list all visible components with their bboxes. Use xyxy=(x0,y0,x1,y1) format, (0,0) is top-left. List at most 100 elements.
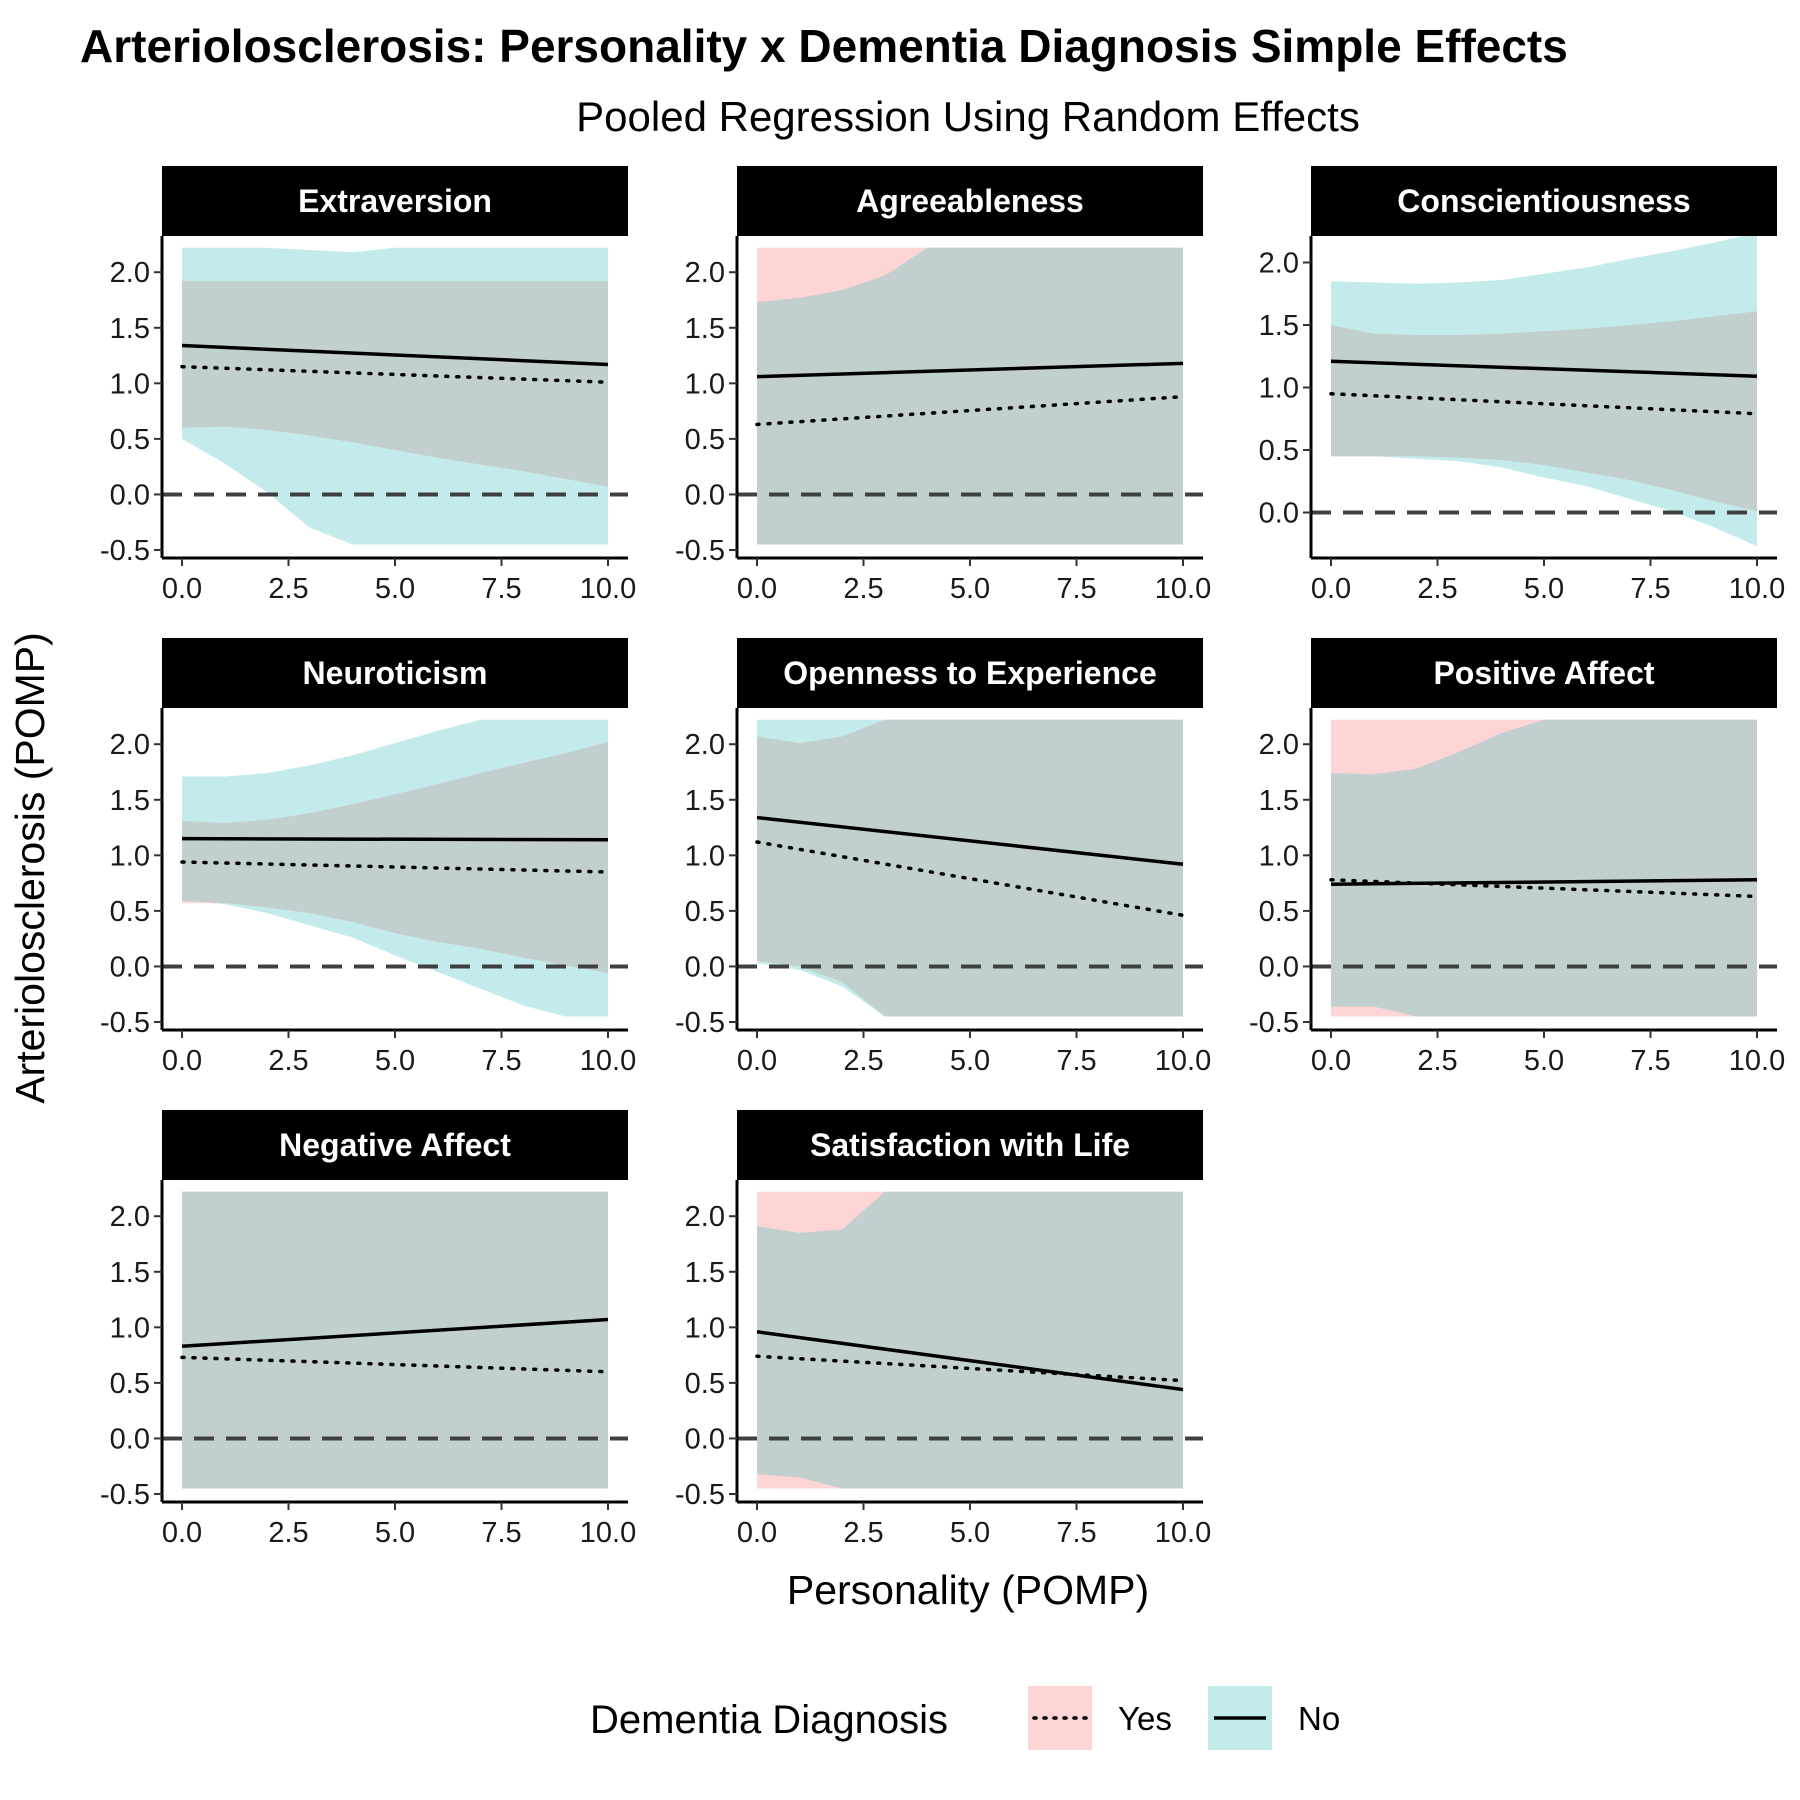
panel-strip-label: Positive Affect xyxy=(1433,655,1654,691)
y-tick-label: 2.0 xyxy=(1259,729,1299,761)
y-tick-label: 0.0 xyxy=(1259,498,1299,530)
x-tick-label: 7.5 xyxy=(481,1517,521,1549)
y-tick-label: 1.5 xyxy=(685,1257,725,1289)
line-yes xyxy=(180,860,610,874)
line-no xyxy=(1330,878,1758,886)
x-tick-label: 5.0 xyxy=(1524,573,1564,605)
y-tick-label: 1.0 xyxy=(110,840,150,872)
panel-strip-label: Openness to Experience xyxy=(783,655,1156,691)
x-tick-label: 0.0 xyxy=(737,573,777,605)
x-tick-label: 7.5 xyxy=(1630,1045,1670,1077)
x-tick-label: 7.5 xyxy=(481,573,521,605)
x-tick-label: 10.0 xyxy=(1155,1045,1211,1077)
y-tick-label: 1.5 xyxy=(685,785,725,817)
x-tick-label: 0.0 xyxy=(1311,573,1351,605)
y-tick-label: 1.5 xyxy=(110,1257,150,1289)
x-tick-label: 5.0 xyxy=(950,573,990,605)
panel-extraversion: Extraversion -0.5 0.0 0.5 1.0 1.5 2.0 0.0 2.5 5.0… xyxy=(100,166,636,605)
x-tick-label: 7.5 xyxy=(481,1045,521,1077)
panel-strip-label: Negative Affect xyxy=(279,1127,511,1163)
plot-area xyxy=(1331,236,1757,547)
ribbon-overlap xyxy=(757,719,1183,1017)
panel-negative-affect: Negative Affect -0.5 0.0 0.5 1.0 1.5 2.0 0.0 2.5… xyxy=(100,1110,636,1549)
ribbon-overlap xyxy=(757,1191,1183,1489)
y-tick-label: 2.0 xyxy=(685,257,725,289)
line-yes xyxy=(180,364,610,384)
x-tick-label: 5.0 xyxy=(950,1045,990,1077)
x-tick-label: 2.5 xyxy=(268,573,308,605)
panel-strip xyxy=(737,166,1203,236)
panel-agreeableness: Agreeableness -0.5 0.0 0.5 1.0 1.5 2.0 0.0 2.5 5.… xyxy=(675,166,1211,605)
y-tick-label: 0.5 xyxy=(110,1368,150,1400)
y-tick-label: 0.5 xyxy=(1259,435,1299,467)
x-tick-label: 7.5 xyxy=(1056,1045,1096,1077)
panel-openness-to-experience: Openness to Experience -0.5 0.0 0.5 1.0 1.5 2.… xyxy=(675,638,1211,1077)
panel-strip-label: Satisfaction with Life xyxy=(810,1127,1130,1163)
panel-grid: Extraversion -0.5 0.0 0.5 1.0 1.5 2.0 0.0 2.5 5.0… xyxy=(100,166,1785,1549)
line-no xyxy=(181,343,609,367)
panel-strip xyxy=(1311,166,1777,236)
y-tick-label: 2.0 xyxy=(685,729,725,761)
legend: Dementia Diagnosis Yes No xyxy=(590,1686,1340,1750)
panel-conscientiousness: Conscientiousness 0.0 0.5 1.0 1.5 2.0 0.0 2.5 5.… xyxy=(1259,166,1785,605)
y-tick-label: -0.5 xyxy=(100,535,150,567)
line-no xyxy=(181,1317,609,1348)
y-tick-label: -0.5 xyxy=(675,1479,725,1511)
y-tick-label: -0.5 xyxy=(1249,1007,1299,1039)
y-tick-label: 1.0 xyxy=(1259,373,1299,405)
plot-area xyxy=(757,719,1183,1017)
x-tick-label: 0.0 xyxy=(162,1045,202,1077)
y-tick-label: 0.0 xyxy=(1259,951,1299,983)
x-tick-label: 10.0 xyxy=(580,1045,636,1077)
line-no xyxy=(756,1330,1184,1392)
y-tick-label: 1.0 xyxy=(685,1312,725,1344)
panel-strip-label: Neuroticism xyxy=(303,655,488,691)
panel-strip-label: Conscientiousness xyxy=(1397,183,1690,219)
y-tick-label: 0.5 xyxy=(110,896,150,928)
legend-label-no: No xyxy=(1298,1700,1340,1737)
x-tick-label: 5.0 xyxy=(375,573,415,605)
x-tick-label: 5.0 xyxy=(950,1517,990,1549)
y-tick-label: 1.5 xyxy=(110,313,150,345)
x-tick-label: 10.0 xyxy=(580,1517,636,1549)
y-tick-label: 2.0 xyxy=(1259,248,1299,280)
y-tick-label: 1.5 xyxy=(1259,310,1299,342)
y-tick-label: -0.5 xyxy=(675,1007,725,1039)
ribbon-overlap xyxy=(182,281,608,487)
x-tick-label: 5.0 xyxy=(375,1517,415,1549)
y-tick-label: 0.0 xyxy=(685,951,725,983)
y-tick-label: 1.5 xyxy=(1259,785,1299,817)
x-tick-label: 5.0 xyxy=(375,1045,415,1077)
panel-strip xyxy=(162,1110,628,1180)
panel-neuroticism: Neuroticism -0.5 0.0 0.5 1.0 1.5 2.0 0.0 2.5 5.0 7… xyxy=(100,638,636,1077)
x-tick-label: 10.0 xyxy=(1155,1517,1211,1549)
plot-area xyxy=(1331,719,1757,1017)
panel-strip xyxy=(1311,638,1777,708)
y-tick-label: 0.0 xyxy=(110,479,150,511)
chart-title: Arteriolosclerosis: Personality x Dement… xyxy=(80,20,1568,72)
panel-strip xyxy=(737,638,1203,708)
plot-area xyxy=(182,247,608,545)
x-tick-label: 2.5 xyxy=(843,573,883,605)
ribbon-overlap xyxy=(757,247,1183,545)
panel-strip xyxy=(162,166,628,236)
ribbon-overlap xyxy=(182,742,608,974)
panel-satisfaction-with-life: Satisfaction with Life -0.5 0.0 0.5 1.0 1.5 2.… xyxy=(675,1110,1211,1549)
x-tick-label: 7.5 xyxy=(1056,573,1096,605)
y-tick-label: 2.0 xyxy=(110,729,150,761)
panel-strip-label: Agreeableness xyxy=(856,183,1084,219)
y-tick-label: 0.0 xyxy=(110,1423,150,1455)
legend-key-yes xyxy=(1028,1686,1092,1750)
y-tick-label: 0.0 xyxy=(685,1423,725,1455)
line-yes xyxy=(755,1354,1185,1383)
y-tick-label: 0.5 xyxy=(1259,896,1299,928)
y-axis-title: Arteriolosclerosis (POMP) xyxy=(7,632,53,1104)
line-no xyxy=(756,815,1184,866)
ribbon-overlap xyxy=(182,1191,608,1489)
y-tick-label: -0.5 xyxy=(675,535,725,567)
x-tick-label: 7.5 xyxy=(1056,1517,1096,1549)
x-tick-label: 5.0 xyxy=(1524,1045,1564,1077)
y-tick-label: 1.0 xyxy=(685,840,725,872)
y-tick-label: 1.0 xyxy=(110,1312,150,1344)
legend-label-yes: Yes xyxy=(1118,1700,1172,1737)
